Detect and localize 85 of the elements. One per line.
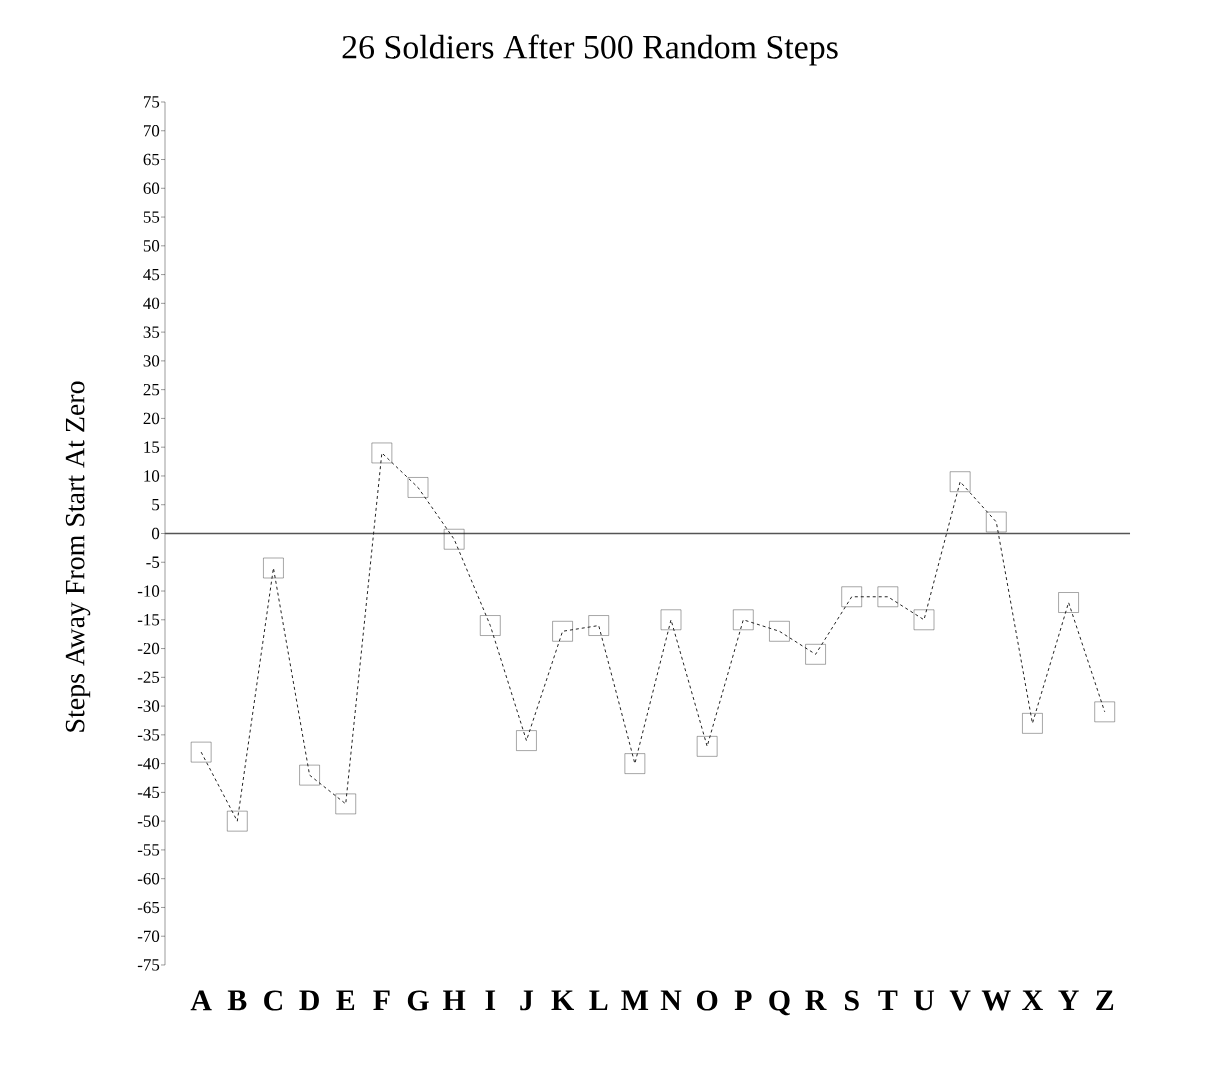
y-tick-label: -30 — [137, 700, 160, 712]
point — [588, 615, 609, 636]
y-tick-label: 45 — [143, 268, 160, 281]
x-tick-label: F — [373, 990, 390, 1011]
y-tick-label: 50 — [143, 240, 160, 252]
y-tick-label: -60 — [137, 872, 160, 885]
point — [733, 609, 754, 630]
point — [263, 557, 284, 579]
point — [696, 736, 718, 757]
y-tick-label: -50 — [137, 815, 160, 827]
x-tick-label: S — [845, 990, 859, 1011]
x-tick-label: N — [660, 990, 682, 1011]
x-tick-label: E — [336, 990, 355, 1011]
point — [371, 442, 393, 464]
y-tick-label: 15 — [144, 441, 160, 453]
y-tick-label: 10 — [144, 470, 160, 482]
x-tick-label: O — [696, 990, 718, 1011]
y-tick-label: -25 — [137, 671, 160, 684]
point — [986, 511, 1007, 533]
y-tick-label: -35 — [137, 729, 160, 741]
y-tick-label: -55 — [137, 844, 160, 856]
y-tick-label: 30 — [143, 355, 160, 367]
point — [335, 793, 356, 815]
point — [805, 644, 826, 665]
x-tick-label: V — [949, 990, 971, 1011]
x-tick-label: T — [878, 990, 898, 1011]
x-tick-label: K — [551, 990, 574, 1011]
x-tick-label: U — [913, 990, 935, 1011]
x-tick-label: X — [1022, 990, 1043, 1011]
y-tick-label: -5 — [146, 556, 160, 568]
point — [1058, 592, 1079, 613]
point — [877, 586, 899, 607]
point — [660, 609, 682, 630]
y-tick-label: -70 — [137, 930, 160, 942]
y-tick-label: 25 — [143, 383, 160, 396]
y-tick-label: -65 — [137, 901, 160, 914]
x-tick-label: I — [485, 990, 496, 1011]
y-tick-label: 55 — [143, 211, 160, 223]
x-tick-label: M — [621, 990, 649, 1011]
x-tick-label: H — [443, 990, 466, 1011]
x-tick-label: B — [227, 990, 247, 1011]
x-tick-label: W — [981, 990, 1011, 1011]
x-tick-label: P — [734, 990, 752, 1011]
point — [407, 477, 429, 498]
x-tick-label: G — [407, 990, 429, 1011]
point — [841, 586, 862, 607]
x-tick-label: C — [264, 990, 282, 1011]
x-tick-label: J — [520, 990, 534, 1011]
point — [552, 621, 573, 642]
y-tick-label: 60 — [143, 182, 160, 195]
y-tick-label: 40 — [143, 297, 160, 310]
y-tick-label: 20 — [143, 412, 160, 425]
y-tick-label: -40 — [137, 757, 160, 770]
y-tick-label: 70 — [143, 125, 160, 137]
point — [227, 810, 248, 832]
x-tick-label: A — [190, 990, 212, 1011]
chart-title: 26 Soldiers After 500 Random Steps — [342, 34, 838, 66]
point — [480, 615, 501, 636]
y-axis-title: Steps Away From Start At Zero — [65, 381, 91, 732]
y-tick-label: -75 — [137, 959, 160, 971]
point — [1094, 701, 1115, 723]
x-tick-label: Q — [769, 990, 790, 1016]
y-tick-label: -45 — [137, 786, 160, 799]
y-tick-label: 0 — [151, 527, 160, 540]
y-tick-label: 75 — [143, 96, 160, 108]
y-tick-label: -20 — [137, 642, 160, 655]
point — [190, 741, 212, 763]
x-tick-label: Z — [1096, 990, 1114, 1011]
y-tick-label: 35 — [143, 326, 160, 338]
point — [624, 753, 646, 774]
y-tick-label: -10 — [137, 585, 160, 597]
x-tick-label: L — [589, 990, 608, 1011]
x-tick-label: R — [805, 990, 827, 1011]
x-tick-label: D — [299, 990, 319, 1011]
point — [516, 730, 537, 751]
point — [913, 609, 935, 630]
point — [299, 764, 320, 786]
point — [769, 621, 790, 642]
y-tick-label: 5 — [152, 499, 160, 511]
point — [1022, 713, 1043, 734]
y-tick-label: 65 — [143, 153, 160, 166]
x-tick-label: Y — [1058, 990, 1079, 1011]
point — [949, 471, 971, 492]
point — [443, 529, 465, 550]
y-tick-label: -15 — [137, 614, 160, 626]
